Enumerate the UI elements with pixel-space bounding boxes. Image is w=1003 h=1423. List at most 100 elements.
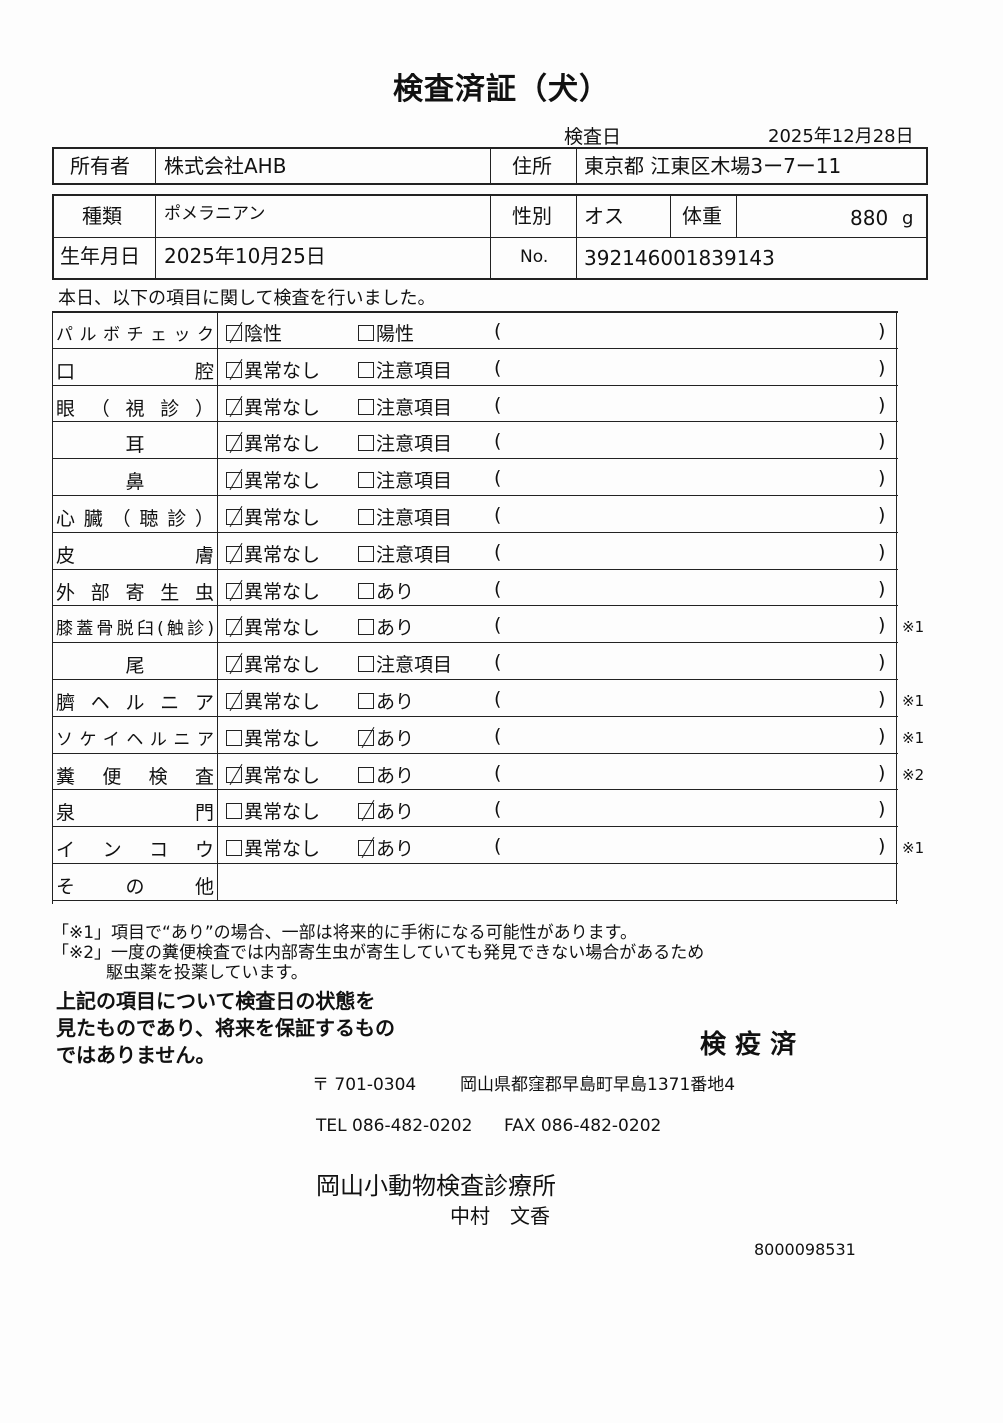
page-title: 検査済証（犬） [393,72,610,107]
table-row: インコウ 異常なし あり () ※1 [52,827,924,864]
checked-checkbox-icon[interactable] [358,729,374,746]
checked-checkbox-icon[interactable] [226,435,242,452]
option-1: 異常なし [226,356,320,383]
option-2: あり [358,724,414,751]
paren-open: ( [494,356,502,379]
table-row: 心臓（聴診） 異常なし 注意項目 () [52,496,898,533]
checkbox-icon[interactable] [358,766,374,783]
checkbox-icon[interactable] [358,472,374,489]
paren-open: ( [494,651,502,674]
inspection-date: 2025年12月28日 [768,126,914,147]
option-2: 注意項目 [358,429,452,456]
option-2: 注意項目 [358,466,452,493]
table-row: 糞便検査 異常なし あり () ※2 [52,753,924,791]
tel: TEL 086-482-0202 [316,1116,473,1136]
address-label: 住所 [512,154,552,178]
option-label: あり [376,727,415,750]
checkbox-icon[interactable] [358,656,374,673]
option-label: あり [376,764,415,787]
option-2: あり [358,613,414,640]
option-1: 異常なし [226,393,320,420]
column-divider [217,716,218,753]
option-label: 注意項目 [376,433,453,456]
checkbox-icon[interactable] [358,361,374,378]
sex-label: 性別 [512,204,552,228]
option-1: 異常なし [226,797,320,824]
option-label: 異常なし [244,617,321,640]
table-row: 尾 異常なし 注意項目 () [52,643,898,680]
checkbox-icon[interactable] [358,619,374,636]
table-row: 皮膚 異常なし 注意項目 () [52,532,898,570]
checkbox-icon[interactable] [226,840,242,857]
option-label: 異常なし [244,359,321,382]
checked-checkbox-icon[interactable] [358,840,374,857]
row-note: ※2 [902,765,925,784]
checked-checkbox-icon[interactable] [226,472,242,489]
paren-open: ( [494,724,502,747]
option-label: 異常なし [244,691,321,713]
option-2: 陽性 [358,319,414,346]
paren-open: ( [494,614,502,637]
paren-open: ( [494,504,502,526]
table-row-other: その他 [52,864,898,901]
checkbox-icon[interactable] [358,509,374,525]
row-note: ※1 [902,692,925,710]
row-label: 泉門 [56,802,214,825]
paren-open: ( [494,835,502,858]
option-1: 異常なし [226,761,320,788]
column-divider [217,606,218,643]
paren-close: ) [878,614,886,637]
option-2: 注意項目 [358,503,452,530]
checked-checkbox-icon[interactable] [226,693,242,709]
row-label: 口腔 [56,360,214,383]
checked-checkbox-icon[interactable] [226,545,242,562]
checked-checkbox-icon[interactable] [226,656,242,673]
column-divider [217,827,218,863]
checked-checkbox-icon[interactable] [226,766,242,783]
column-divider [217,680,218,716]
checked-checkbox-icon[interactable] [226,582,242,599]
inspection-date-label: 検査日 [564,126,622,148]
table-row: 口腔 異常なし 注意項目 () [52,348,898,386]
checkbox-icon[interactable] [358,435,374,452]
option-label: 注意項目 [376,470,453,493]
row-label: 眼（視診） [56,397,214,420]
checked-checkbox-icon[interactable] [226,398,242,415]
option-2: 注意項目 [358,540,452,567]
checked-checkbox-icon[interactable] [226,619,242,636]
checkbox-icon[interactable] [358,582,374,599]
option-label: 注意項目 [376,359,453,382]
birth-date: 2025年10月25日 [164,244,326,268]
option-1: 陰性 [226,319,282,346]
checkbox-icon[interactable] [226,729,242,746]
quarantine-stamp: 検 疫 済 [700,1030,797,1060]
checkbox-icon[interactable] [358,693,374,709]
checkbox-icon[interactable] [226,803,242,820]
checked-checkbox-icon[interactable] [226,325,242,341]
row-label: 皮膚 [56,544,214,567]
option-label: 異常なし [244,507,321,529]
checkbox-icon[interactable] [358,398,374,415]
owner-name: 株式会社AHB [164,154,287,178]
checkbox-icon[interactable] [358,545,374,562]
paren-open: ( [494,540,502,563]
option-label: 陽性 [376,323,415,345]
intro-text: 本日、以下の項目に関して検査を行いました。 [58,288,436,309]
paren-close: ) [878,467,886,490]
paren-open: ( [494,577,502,600]
checkbox-icon[interactable] [358,325,374,341]
option-1: 異常なし [226,429,320,456]
row-label: 鼻 [125,471,145,494]
checked-checkbox-icon[interactable] [358,803,374,820]
option-2: あり [358,577,414,604]
option-label: 異常なし [244,580,321,603]
column-divider [217,643,218,679]
table-row: 臍ヘルニア 異常なし あり () ※1 [52,680,924,717]
paren-open: ( [494,430,502,453]
checked-checkbox-icon[interactable] [226,509,242,525]
option-1: 異常なし [226,724,320,751]
option-1: 異常なし [226,650,320,677]
table-row: 膝蓋骨脱臼(触診) 異常なし あり () ※1 [52,606,924,644]
checked-checkbox-icon[interactable] [226,361,242,378]
